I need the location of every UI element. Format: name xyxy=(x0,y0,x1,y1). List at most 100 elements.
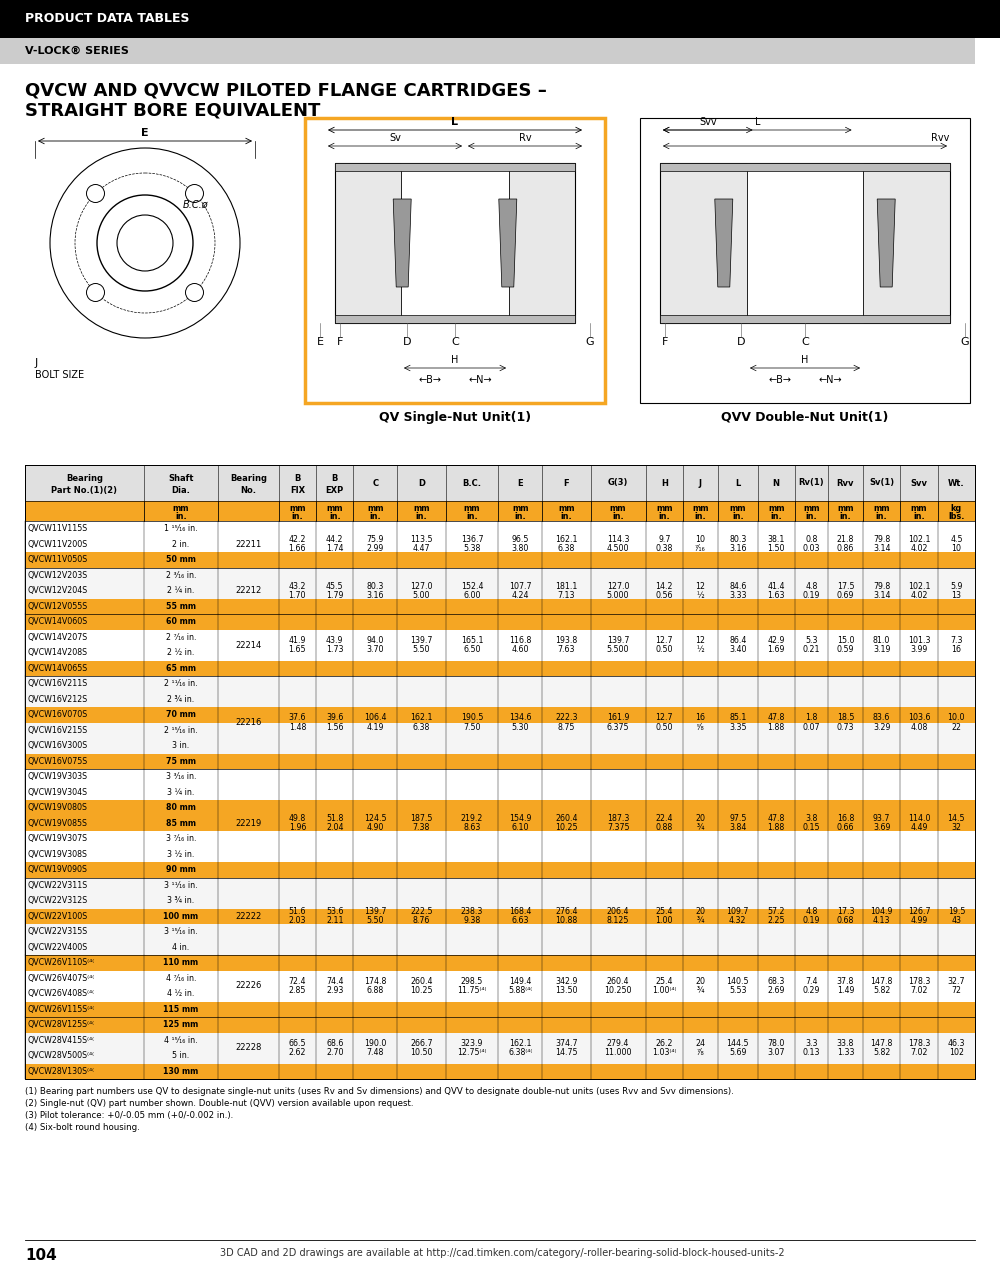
Text: 5 in.: 5 in. xyxy=(172,1051,190,1060)
Text: 42.2: 42.2 xyxy=(289,535,306,544)
Text: 10: 10 xyxy=(951,544,961,553)
Bar xyxy=(25,691,975,707)
Text: 93.7: 93.7 xyxy=(873,814,890,823)
Text: 0.38: 0.38 xyxy=(656,544,673,553)
Bar xyxy=(25,676,975,691)
Text: N: N xyxy=(773,479,780,488)
Text: 80 mm: 80 mm xyxy=(166,804,196,813)
Text: 5.00: 5.00 xyxy=(413,591,430,600)
Text: ½: ½ xyxy=(697,645,704,654)
Text: 139.7: 139.7 xyxy=(607,636,629,645)
Bar xyxy=(25,614,975,630)
Text: 0.19: 0.19 xyxy=(803,591,820,600)
Text: 79.8: 79.8 xyxy=(873,535,890,544)
Text: E: E xyxy=(141,128,149,138)
Text: 13: 13 xyxy=(951,591,961,600)
Text: 32: 32 xyxy=(951,823,961,832)
Text: 104: 104 xyxy=(25,1248,57,1263)
Text: 4.32: 4.32 xyxy=(729,916,747,925)
Text: QVCW22V312S: QVCW22V312S xyxy=(28,896,88,905)
Text: 0.73: 0.73 xyxy=(837,722,854,731)
Text: 7.3: 7.3 xyxy=(950,636,963,645)
Text: 1.00: 1.00 xyxy=(655,916,673,925)
Text: 22219: 22219 xyxy=(235,819,262,828)
Text: 139.7: 139.7 xyxy=(410,636,433,645)
Text: 168.4: 168.4 xyxy=(509,908,532,916)
Text: 1.49: 1.49 xyxy=(837,986,854,995)
Text: QVCW16V215S: QVCW16V215S xyxy=(28,726,88,735)
Text: 7.4: 7.4 xyxy=(805,977,818,986)
Text: Rv(1): Rv(1) xyxy=(799,479,824,488)
Text: 101.3: 101.3 xyxy=(908,636,930,645)
Text: 26.2: 26.2 xyxy=(655,1039,673,1048)
Text: B.C.: B.C. xyxy=(462,479,481,488)
Text: 5.50: 5.50 xyxy=(413,645,430,654)
Text: (2) Single-nut (QV) part number shown. Double-nut (QVV) version available upon r: (2) Single-nut (QV) part number shown. D… xyxy=(25,1100,414,1108)
Text: 3 ¹⁵⁄₁₆ in.: 3 ¹⁵⁄₁₆ in. xyxy=(164,927,198,936)
Text: Shaft: Shaft xyxy=(168,474,194,483)
Text: 25.4: 25.4 xyxy=(655,908,673,916)
Text: 187.5: 187.5 xyxy=(410,814,433,823)
Text: 3.14: 3.14 xyxy=(873,544,890,553)
Text: QVCW11V115S: QVCW11V115S xyxy=(28,525,88,534)
Text: 50 mm: 50 mm xyxy=(166,556,196,564)
Text: QVCW14V207S: QVCW14V207S xyxy=(28,632,88,641)
Text: 16: 16 xyxy=(951,645,961,654)
Text: 85.1: 85.1 xyxy=(729,713,746,722)
Text: QVCW28V415S⁽⁴⁽: QVCW28V415S⁽⁴⁽ xyxy=(28,1036,95,1044)
Bar xyxy=(25,660,975,676)
Text: 3.16: 3.16 xyxy=(729,544,747,553)
Text: mm: mm xyxy=(837,504,854,513)
Text: 0.8: 0.8 xyxy=(805,535,818,544)
Text: 8.75: 8.75 xyxy=(558,722,575,731)
Text: 16.8: 16.8 xyxy=(837,814,854,823)
Text: Dia.: Dia. xyxy=(172,486,190,495)
Text: 2.62: 2.62 xyxy=(289,1048,306,1057)
Text: 139.7: 139.7 xyxy=(364,908,387,916)
Bar xyxy=(25,1018,975,1033)
Text: QVCW16V212S: QVCW16V212S xyxy=(28,695,88,704)
Text: 2.99: 2.99 xyxy=(367,544,384,553)
Bar xyxy=(25,739,975,754)
Text: 22211: 22211 xyxy=(235,540,262,549)
Text: 298.5: 298.5 xyxy=(461,977,483,986)
Text: QVCW28V500S⁽⁴⁽: QVCW28V500S⁽⁴⁽ xyxy=(28,1051,95,1060)
Text: B.C.ø: B.C.ø xyxy=(183,200,209,210)
Text: 107.7: 107.7 xyxy=(509,581,532,591)
Text: 12.75⁽⁴⁽: 12.75⁽⁴⁽ xyxy=(457,1048,487,1057)
Text: 2 ¹¹⁄₁₆ in.: 2 ¹¹⁄₁₆ in. xyxy=(164,680,198,689)
Text: QVCW12V203S: QVCW12V203S xyxy=(28,571,88,580)
Text: STRAIGHT BORE EQUIVALENT: STRAIGHT BORE EQUIVALENT xyxy=(25,102,320,120)
Text: 5.000: 5.000 xyxy=(607,591,629,600)
Text: mm: mm xyxy=(173,504,189,513)
Text: 85 mm: 85 mm xyxy=(166,819,196,828)
Text: QVCW14V060S: QVCW14V060S xyxy=(28,617,88,626)
Text: 57.2: 57.2 xyxy=(767,908,785,916)
Text: 3 ³⁄₁₆ in.: 3 ³⁄₁₆ in. xyxy=(166,772,196,781)
Text: QVCW26V115S⁽⁴⁽: QVCW26V115S⁽⁴⁽ xyxy=(28,1005,95,1014)
Bar xyxy=(401,163,509,323)
Text: Sv: Sv xyxy=(389,133,401,143)
Text: 51.6: 51.6 xyxy=(289,908,306,916)
Text: 238.3: 238.3 xyxy=(461,908,483,916)
Text: in.: in. xyxy=(515,512,526,521)
Text: 260.4: 260.4 xyxy=(607,977,629,986)
Text: 0.59: 0.59 xyxy=(837,645,854,654)
Text: 374.7: 374.7 xyxy=(555,1039,578,1048)
Text: Sv(1): Sv(1) xyxy=(869,479,894,488)
Text: 4 ⁷⁄₁₆ in.: 4 ⁷⁄₁₆ in. xyxy=(166,974,196,983)
Bar xyxy=(25,878,975,893)
Text: 6.88: 6.88 xyxy=(367,986,384,995)
Text: 165.1: 165.1 xyxy=(461,636,483,645)
Text: mm: mm xyxy=(413,504,430,513)
Text: Svv: Svv xyxy=(699,116,717,127)
Text: L: L xyxy=(452,116,458,127)
Text: 4.47: 4.47 xyxy=(413,544,430,553)
Circle shape xyxy=(87,184,105,202)
Text: 10.50: 10.50 xyxy=(410,1048,433,1057)
Text: 1.66: 1.66 xyxy=(289,544,306,553)
Text: 140.5: 140.5 xyxy=(727,977,749,986)
Bar xyxy=(25,521,975,536)
Text: Svv: Svv xyxy=(910,479,927,488)
Text: 178.3: 178.3 xyxy=(908,977,930,986)
